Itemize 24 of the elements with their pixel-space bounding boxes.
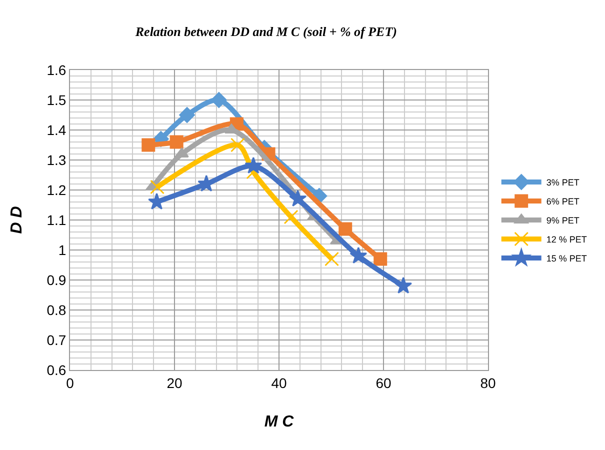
y-tick-label: 1.2 — [46, 182, 66, 198]
legend-label: 9% PET — [546, 216, 580, 226]
legend-label: 6% PET — [546, 196, 580, 207]
y-tick-label: 1.3 — [46, 152, 66, 168]
y-tick-label: 1.6 — [46, 62, 66, 78]
x-tick-label: 40 — [271, 374, 287, 391]
y-axis-title: D D — [8, 206, 26, 234]
y-tick-label: 1.1 — [46, 212, 66, 228]
y-tick-label: 0.6 — [46, 362, 66, 378]
x-tick-label: 60 — [376, 374, 392, 391]
y-tick-label: 1 — [58, 242, 66, 258]
y-tick-label: 0.7 — [46, 332, 66, 348]
y-tick-label: 1.5 — [46, 92, 66, 108]
y-tick-label: 0.8 — [46, 302, 66, 318]
x-tick-label: 80 — [480, 374, 496, 391]
y-tick-label: 0.9 — [46, 272, 66, 288]
y-tick-label: 1.4 — [46, 122, 66, 138]
legend-label: 12 % PET — [546, 234, 588, 245]
x-axis-title: M C — [264, 414, 294, 430]
x-tick-label: 20 — [166, 374, 182, 391]
x-tick-label: 0 — [66, 374, 74, 391]
chart-title: Relation between DD and M C (soil + % of PET) — [134, 24, 398, 40]
legend-label: 3% PET — [546, 178, 580, 188]
legend-label: 15 % PET — [546, 254, 588, 264]
